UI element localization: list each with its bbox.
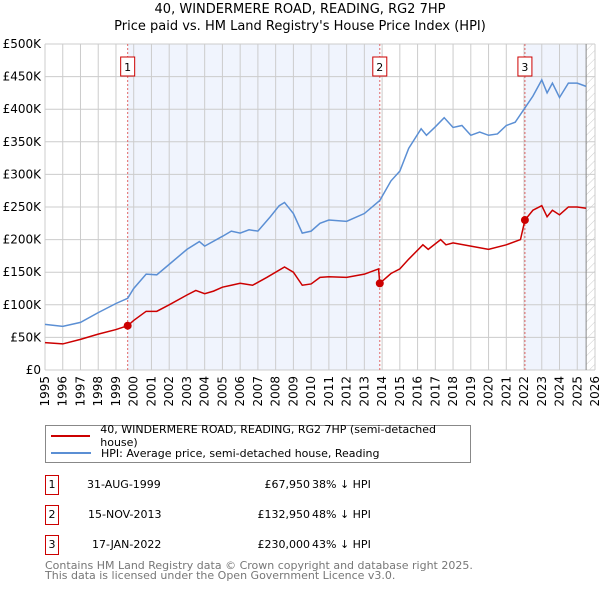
blue-line-swatch	[51, 452, 91, 454]
x-tick-label: 1995	[38, 376, 52, 407]
x-tick-label: 2017	[428, 376, 442, 407]
y-tick-label: £150K	[3, 265, 43, 279]
x-tick-label: 2022	[517, 376, 531, 407]
licence-text: This data is licensed under the Open Gov…	[45, 569, 396, 582]
sale-marker-box: 3	[45, 535, 59, 555]
sale-price: £132,950	[257, 508, 311, 521]
legend-item-hpi: HPI: Average price, semi-detached house,…	[51, 445, 380, 461]
x-tick-label: 1997	[73, 376, 87, 407]
x-tick-label: 2008	[269, 376, 283, 407]
sale-row: 3 17-JAN-2022 £230,000 43% ↓ HPI	[45, 535, 465, 555]
x-tick-label: 2006	[233, 376, 247, 407]
footer: Contains HM Land Registry data © Crown c…	[45, 559, 473, 582]
x-tick-label: 2009	[286, 376, 300, 407]
sale-price: £230,000	[257, 538, 311, 551]
y-tick-label: £200K	[3, 233, 43, 247]
red-line-swatch	[51, 435, 91, 437]
x-tick-label: 2005	[215, 376, 229, 407]
sale-date: 17-JAN-2022	[92, 538, 162, 551]
sale-row: 1 31-AUG-1999 £67,950 38% ↓ HPI	[45, 475, 465, 495]
sale-label-box	[120, 56, 136, 77]
y-tick-label: £400K	[3, 102, 43, 116]
x-tick-label: 2007	[251, 376, 265, 407]
y-tick-label: £50K	[10, 330, 42, 344]
sale-point	[520, 216, 529, 225]
hpi-line	[44, 78, 587, 328]
sale-date: 31-AUG-1999	[87, 478, 161, 491]
y-tick-label: £100K	[3, 298, 43, 312]
x-tick-label: 2002	[162, 376, 176, 407]
y-tick-label: £300K	[3, 167, 43, 181]
sale-date: 15-NOV-2013	[88, 508, 162, 521]
x-tick-label: 2026	[588, 376, 600, 407]
x-tick-label: 2024	[553, 376, 567, 407]
x-tick-label: 2012	[340, 376, 354, 407]
price-chart: 1995 1996 1997 1998 1999 2000 2001 2002 2003 2004…	[3, 37, 600, 407]
x-tick-label: 2025	[570, 376, 584, 407]
x-tick-label: 2020	[482, 376, 496, 407]
sale-hpi: 48% ↓ HPI	[312, 508, 371, 521]
sale-label-box	[372, 56, 388, 77]
x-tick-label: 2016	[411, 376, 425, 407]
sale-label: 2	[376, 61, 383, 74]
sale-row: 2 15-NOV-2013 £132,950 48% ↓ HPI	[45, 505, 465, 525]
x-tick-label: 1998	[91, 376, 105, 407]
sale-label: 3	[521, 61, 528, 74]
x-tick-label: 2010	[304, 376, 318, 407]
legend-label: 40, WINDERMERE ROAD, READING, RG2 7HP (s…	[100, 423, 437, 449]
x-tick-label: 2000	[127, 376, 141, 407]
chart-title: 40, WINDERMERE ROAD, READING, RG2 7HP	[154, 2, 446, 17]
sale-marker-box: 1	[45, 475, 59, 495]
x-tick-label: 1996	[56, 376, 70, 407]
x-tick-label: 2004	[198, 376, 212, 407]
chart-subtitle: Price paid vs. HM Land Registry's House …	[114, 19, 486, 34]
legend-label: HPI: Average price, semi-detached house,…	[101, 446, 380, 460]
legend: 40, WINDERMERE ROAD, READING, RG2 7HP (s…	[45, 423, 471, 463]
legend-item-property: 40, WINDERMERE ROAD, READING, RG2 7HP (s…	[51, 423, 470, 449]
x-tick-label: 1999	[109, 376, 123, 407]
x-tick-label: 2015	[393, 376, 407, 407]
sale-point	[123, 321, 132, 330]
copyright-text: Contains HM Land Registry data © Crown c…	[45, 559, 473, 572]
y-tick-label: £450K	[3, 70, 43, 84]
x-tick-label: 2018	[446, 376, 460, 407]
y-tick-label: £0	[26, 363, 41, 377]
y-tick-label: £350K	[3, 135, 43, 149]
sale-point	[375, 279, 384, 288]
x-tick-label: 2011	[322, 376, 336, 407]
sale-hpi: 43% ↓ HPI	[312, 538, 371, 551]
x-tick-label: 2013	[357, 376, 371, 407]
x-tick-label: 2003	[180, 376, 194, 407]
sale-label: 1	[124, 61, 131, 74]
y-tick-label: £500K	[3, 37, 43, 51]
sale-marker-box: 2	[45, 505, 59, 525]
sale-hpi: 38% ↓ HPI	[312, 478, 371, 491]
sale-label-box	[517, 56, 533, 77]
x-tick-label: 2021	[499, 376, 513, 407]
x-tick-label: 2023	[535, 376, 549, 407]
x-tick-label: 2019	[464, 376, 478, 407]
x-tick-label: 2014	[375, 376, 389, 407]
sale-price: £67,950	[264, 478, 311, 491]
x-tick-label: 2001	[144, 376, 158, 407]
y-tick-label: £250K	[3, 200, 43, 214]
